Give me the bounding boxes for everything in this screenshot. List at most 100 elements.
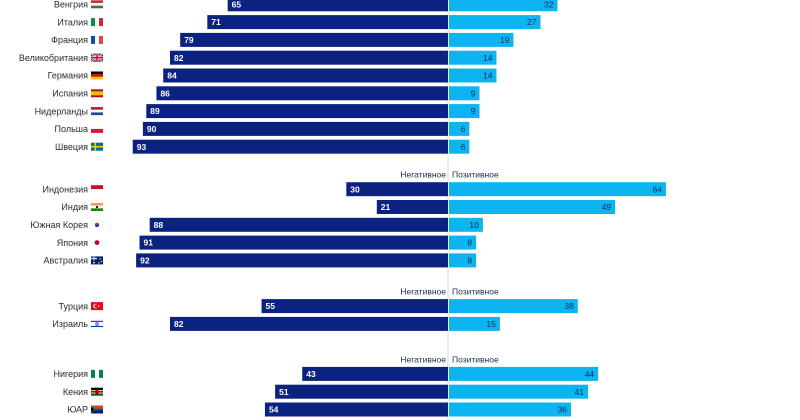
country-label: Индонезия (42, 184, 88, 194)
positive-bar (449, 139, 470, 154)
country-label: Кения (63, 387, 88, 397)
positive-bar (449, 86, 480, 101)
country-row: Италия 71 27 (57, 15, 541, 30)
positive-bar (449, 15, 541, 30)
country-label: Италия (57, 17, 88, 27)
country-row: Турция 55 38 (59, 299, 578, 314)
country-label: Южная Корея (30, 220, 88, 230)
country-row: Испания 86 9 (52, 86, 480, 101)
negative-value-label: 86 (160, 88, 170, 98)
negative-bar (156, 86, 448, 101)
positive-value-label: 8 (467, 238, 472, 248)
country-label: Израиль (52, 319, 88, 329)
positive-value-label: 27 (527, 17, 537, 27)
negative-bar (261, 299, 448, 314)
country-group: Негативное Позитивное Турция 55 38 Израиль 82 1… (52, 287, 578, 331)
country-label: Франция (51, 35, 88, 45)
positive-bar (449, 104, 480, 119)
country-row: Индонезия 30 64 (42, 182, 666, 197)
negative-value-label: 91 (144, 238, 154, 248)
negative-value-label: 88 (154, 220, 164, 230)
negative-bar (146, 104, 449, 119)
positive-bar (449, 50, 497, 65)
negative-bar (346, 182, 448, 197)
positive-value-label: 41 (575, 387, 585, 397)
column-header-positive: Позитивное (452, 170, 499, 180)
positive-value-label: 9 (471, 106, 476, 116)
flag-icon-hu (91, 0, 103, 9)
country-row: Нигерия 43 44 (53, 366, 599, 381)
negative-bar (163, 68, 449, 83)
positive-bar (449, 366, 599, 381)
negative-bar (207, 15, 448, 30)
negative-value-label: 89 (150, 106, 160, 116)
country-label: Нидерланды (35, 106, 88, 116)
positive-bar (449, 235, 477, 250)
country-row: Япония 91 8 (57, 235, 477, 250)
positive-bar (449, 68, 497, 83)
negative-value-label: 82 (174, 53, 184, 63)
positive-value-label: 38 (564, 301, 574, 311)
country-group: Негативное Позитивное Индонезия 30 64 Индия 21… (30, 170, 666, 268)
positive-value-label: 15 (486, 319, 496, 329)
negative-value-label: 54 (269, 405, 279, 415)
positive-value-label: 19 (500, 35, 510, 45)
negative-bar (132, 139, 449, 154)
negative-value-label: 43 (306, 369, 316, 379)
flag-icon-gb (90, 53, 104, 63)
flag-icon-kr (90, 220, 104, 229)
negative-value-label: 82 (174, 319, 184, 329)
positive-bar (449, 316, 500, 331)
positive-bar (449, 121, 470, 136)
negative-value-label: 90 (147, 124, 157, 134)
negative-bar (180, 32, 448, 47)
flag-icon-in (91, 203, 103, 211)
positive-value-label: 6 (461, 124, 466, 134)
country-label: Великобритания (19, 53, 88, 63)
country-row: Нидерланды 89 9 (35, 104, 480, 119)
country-row: Швеция 93 6 (55, 139, 470, 154)
country-label: Индия (61, 202, 88, 212)
country-row: Израиль 82 15 (52, 316, 500, 331)
country-label: Япония (57, 238, 88, 248)
column-header-positive: Позитивное (452, 354, 499, 364)
positive-bar (449, 32, 514, 47)
country-label: Нигерия (53, 369, 88, 379)
column-header-negative: Негативное (400, 170, 446, 180)
negative-bar (275, 384, 448, 399)
positive-value-label: 64 (652, 184, 662, 194)
negative-value-label: 93 (137, 142, 147, 152)
negative-value-label: 51 (279, 387, 289, 397)
flag-icon-il (90, 319, 104, 329)
positive-value-label: 14 (483, 53, 493, 63)
negative-bar (142, 121, 448, 136)
negative-bar (264, 402, 448, 417)
country-row: Индия 21 49 (61, 200, 616, 214)
positive-value-label: 6 (461, 142, 466, 152)
negative-bar (302, 366, 448, 381)
positive-bar (449, 402, 572, 417)
country-row: Великобритания 82 14 (19, 50, 497, 65)
positive-value-label: 9 (471, 88, 476, 98)
country-row: Венгрия 65 32 (54, 0, 558, 12)
negative-value-label: 84 (167, 71, 177, 81)
country-label: ЮАР (67, 405, 88, 415)
flag-icon-de (91, 71, 103, 80)
negative-bar (227, 0, 448, 12)
positive-bar (449, 200, 616, 214)
positive-value-label: 14 (483, 71, 493, 81)
positive-value-label: 32 (544, 0, 554, 9)
country-row: Австралия 92 8 (44, 253, 477, 268)
flag-icon-se (91, 142, 103, 151)
flag-icon-id (91, 185, 103, 194)
negative-value-label: 65 (232, 0, 242, 9)
country-row: Германия 84 14 (48, 68, 497, 83)
positive-bar (449, 217, 483, 232)
country-row: Франция 79 19 (51, 32, 514, 47)
flag-icon-za (91, 405, 103, 414)
column-header-negative: Негативное (400, 354, 446, 364)
country-row: Кения 51 41 (63, 384, 588, 399)
country-row: Польша 90 6 (55, 121, 470, 136)
flag-icon-pl (91, 124, 103, 133)
